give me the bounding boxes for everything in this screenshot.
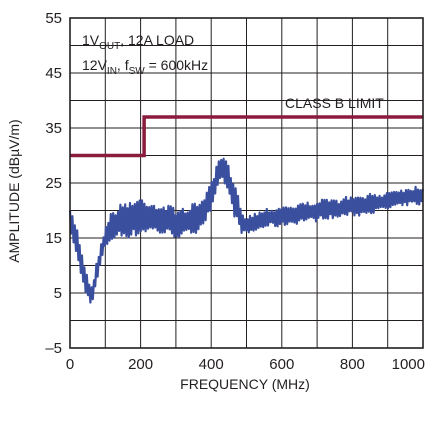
class-b-limit-label: CLASS B LIMIT: [285, 95, 384, 111]
plot-border: [69, 17, 424, 349]
y-tick-label: 15: [45, 230, 62, 247]
load-condition-label-part: 1V: [82, 32, 100, 48]
y-tick-labels: –5 5 15 25 35 45 55: [45, 10, 62, 357]
class-b-limit-line: [70, 115, 423, 158]
input-condition-label-part: , f: [117, 57, 129, 73]
x-tick-label: 0: [66, 356, 74, 373]
x-tick-label: 400: [199, 356, 224, 373]
x-tick-labels: 0 200 400 600 800 1000: [66, 356, 425, 373]
input-condition-label-part: 12V: [82, 57, 108, 73]
x-tick-label: 600: [269, 356, 294, 373]
y-tick-label: 25: [45, 175, 62, 192]
plot-frame: [69, 17, 424, 349]
input-condition-label-sub: IN: [107, 66, 117, 77]
y-tick-label: 35: [45, 120, 62, 137]
y-tick-label: 45: [45, 65, 62, 82]
input-condition-label-part: = 600kHz: [145, 57, 208, 73]
load-condition-label-part: , 12A LOAD: [120, 32, 194, 48]
x-axis-title: FREQUENCY (MHz): [180, 376, 310, 392]
x-tick-label: 200: [128, 356, 153, 373]
y-tick-label: –5: [45, 340, 62, 357]
input-condition-label: 12VIN, fSW = 600kHz: [82, 57, 208, 77]
load-condition-label-sub: OUT: [99, 41, 120, 52]
class-b-limit-series: [70, 115, 423, 158]
y-axis-title: AMPLITUDE (dBµV/m): [6, 119, 22, 262]
emission-trace: [68, 157, 424, 304]
y-tick-label: 5: [54, 285, 62, 302]
x-tick-label: 800: [340, 356, 365, 373]
emission-series: [68, 157, 424, 304]
load-condition-label: 1VOUT, 12A LOAD: [82, 32, 194, 52]
y-tick-label: 55: [45, 10, 62, 27]
x-tick-label: 1000: [392, 356, 425, 373]
input-condition-label-sub: SW: [129, 66, 146, 77]
